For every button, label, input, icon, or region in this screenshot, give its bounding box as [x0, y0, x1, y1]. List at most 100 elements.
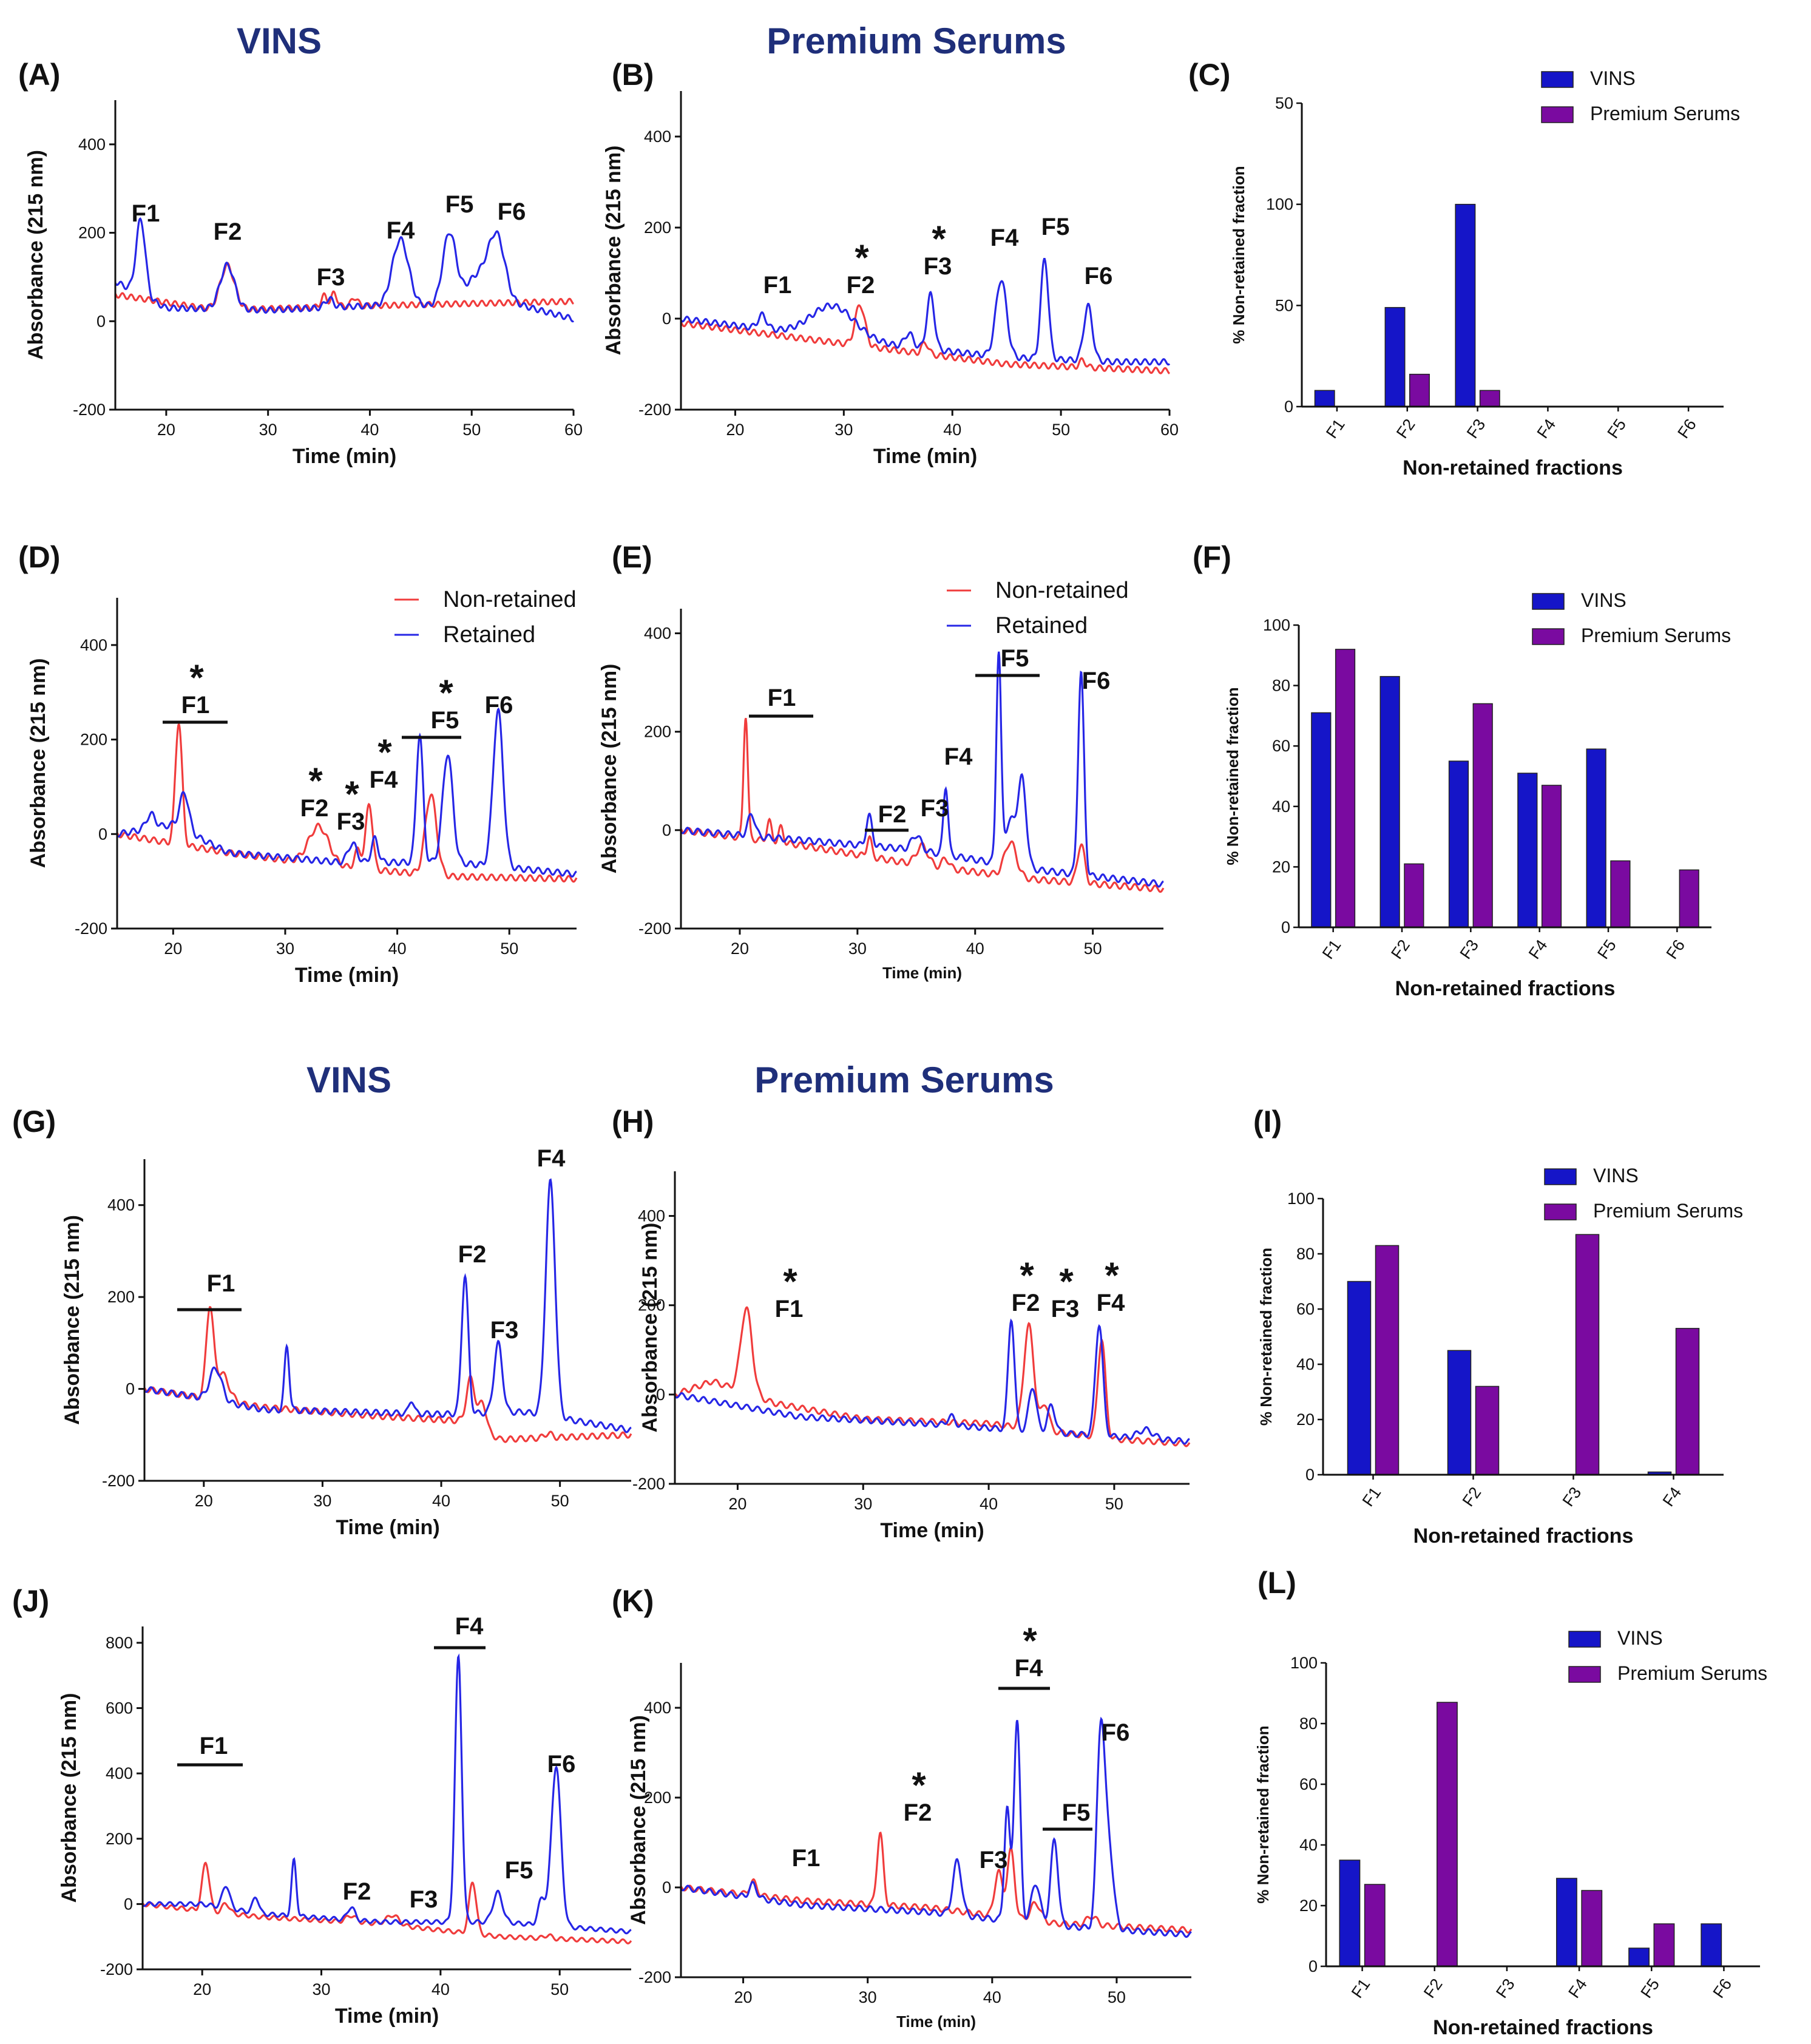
- bar-vins: [1628, 1948, 1650, 1967]
- y-tick-label: 400: [106, 1764, 133, 1782]
- legend-label-non-retained: Non-retained: [995, 578, 1129, 603]
- x-tick-label: 30: [854, 1495, 872, 1513]
- panel-a: (A) -200 0 200 400 20 30 40 50 60 Time (min) Absorb…: [18, 58, 583, 468]
- fraction-label-f3: F3: [410, 1886, 438, 1913]
- legend-label-premium: Premium Serums: [1590, 103, 1740, 124]
- y-tick-label: -200: [73, 401, 106, 419]
- x-tick-label: F3: [1492, 1975, 1518, 2002]
- panel-label: (D): [18, 540, 60, 574]
- significance-star: *: [439, 672, 453, 713]
- bar-premium: [1472, 703, 1493, 928]
- y-tick-label: 50: [1275, 94, 1293, 112]
- y-axis-title: % Non-retained fraction: [1254, 1725, 1272, 1903]
- x-tick-label: F3: [1457, 936, 1483, 963]
- y-tick-label: 100: [1263, 616, 1290, 634]
- bar-vins: [1384, 306, 1406, 407]
- x-tick-label: 20: [164, 939, 182, 958]
- x-tick-label: 40: [432, 1980, 450, 1998]
- bar-premium: [1409, 373, 1430, 407]
- fraction-label-f5: F5: [1001, 645, 1029, 672]
- significance-star: *: [345, 774, 359, 814]
- x-tick-label: 30: [834, 421, 853, 439]
- significance-star: *: [189, 657, 204, 698]
- bar-premium: [1581, 1890, 1603, 1967]
- fraction-label-f6: F6: [1102, 1719, 1130, 1746]
- fraction-label-f5: F5: [1062, 1799, 1091, 1826]
- x-tick-label: 50: [550, 1980, 569, 1998]
- section-title-premium-top: Premium Serums: [767, 21, 1066, 61]
- bar-premium: [1404, 863, 1424, 928]
- significance-star: *: [855, 237, 869, 278]
- y-tick-label: 200: [80, 731, 107, 749]
- x-axis-title: Time (min): [873, 445, 977, 468]
- y-tick-label: -200: [638, 1968, 671, 1986]
- bar-vins: [1347, 1281, 1372, 1475]
- x-tick-label: 20: [731, 939, 749, 958]
- bar-premium: [1335, 649, 1356, 928]
- y-tick-label: 200: [638, 1296, 665, 1315]
- x-tick-label: F1: [1359, 1484, 1385, 1510]
- x-tick-label: 50: [1108, 1988, 1126, 2006]
- y-tick-label: 400: [107, 1196, 135, 1214]
- x-axis-title: Time (min): [295, 964, 399, 987]
- bar-premium: [1475, 1386, 1500, 1475]
- legend-label-retained: Retained: [995, 613, 1088, 638]
- y-tick-label: 400: [638, 1207, 665, 1225]
- fraction-label-f2: F2: [878, 801, 907, 828]
- panel-label: (H): [612, 1105, 654, 1139]
- x-axis-title: Non-retained fractions: [1403, 456, 1623, 479]
- x-tick-label: 40: [388, 939, 407, 958]
- fraction-label-f1: F1: [132, 200, 160, 227]
- y-tick-label: 0: [656, 1386, 665, 1404]
- section-title-vins-bottom: VINS: [306, 1060, 391, 1100]
- y-tick-label: 80: [1296, 1245, 1315, 1263]
- y-tick-label: 20: [1299, 1897, 1318, 1915]
- bar-vins: [1448, 760, 1469, 928]
- fraction-label-f4: F4: [990, 225, 1019, 251]
- y-tick-label: 200: [644, 218, 671, 237]
- x-tick-label: 50: [462, 421, 481, 439]
- legend-label-premium: Premium Serums: [1617, 1662, 1767, 1684]
- bar-premium: [1541, 785, 1562, 928]
- y-tick-label: 60: [1296, 1300, 1315, 1318]
- panel-g: (G) -200 0 200 400 20 30 40 50 Time (min) Absorban…: [12, 1105, 632, 1539]
- panel-label: (I): [1253, 1105, 1282, 1139]
- fraction-label-f3: F3: [980, 1847, 1008, 1873]
- bar-vins: [1555, 1878, 1577, 1967]
- y-axis-title: Absorbance (215 nm): [24, 150, 47, 360]
- x-tick-label: 40: [966, 939, 984, 958]
- y-axis-title: Absorbance (215 nm): [602, 146, 625, 356]
- bar-vins: [1379, 675, 1400, 928]
- bar-premium: [1675, 1328, 1700, 1475]
- y-tick-label: -200: [632, 1475, 665, 1493]
- x-tick-label: 30: [259, 421, 277, 439]
- bar-premium: [1437, 1702, 1458, 1967]
- y-tick-label: 400: [78, 135, 106, 154]
- x-tick-label: F2: [1459, 1484, 1485, 1510]
- panel-c: (C) F1 F2 F3 F4 F5 F6 0 50 100 50 Non-retained frac…: [1188, 58, 1740, 479]
- x-axis-title: Time (min): [336, 1516, 439, 1539]
- y-tick-label: 50: [1275, 296, 1293, 314]
- y-tick-label: 0: [1281, 918, 1290, 936]
- x-tick-label: 30: [276, 939, 294, 958]
- legend-swatch-premium: [1568, 1666, 1601, 1683]
- y-tick-label: 100: [1287, 1190, 1315, 1208]
- y-tick-label: 400: [80, 636, 107, 654]
- y-axis-title: % Non-retained fraction: [1224, 687, 1242, 865]
- fraction-label-f2: F2: [214, 218, 242, 245]
- panel-label: (G): [12, 1105, 56, 1139]
- fraction-label-f4: F4: [455, 1613, 484, 1640]
- bar-premium: [1364, 1884, 1386, 1967]
- x-tick-label: 30: [848, 939, 867, 958]
- panel-i: (I) F1 F2 F3 F4 0 20 40 60 80 100 Non-retained frac…: [1253, 1105, 1743, 1548]
- x-axis-title: Non-retained fractions: [1395, 977, 1616, 1000]
- x-tick-label: F6: [1674, 416, 1700, 442]
- fraction-label-f5: F5: [505, 1857, 533, 1884]
- legend-label-vins: VINS: [1617, 1627, 1663, 1649]
- bar-vins: [1455, 203, 1476, 407]
- x-tick-label: 20: [193, 1980, 211, 1998]
- x-tick-label: F5: [1637, 1975, 1663, 2002]
- x-axis-title: Time (min): [896, 2012, 976, 2031]
- panel-label: (L): [1258, 1566, 1296, 1600]
